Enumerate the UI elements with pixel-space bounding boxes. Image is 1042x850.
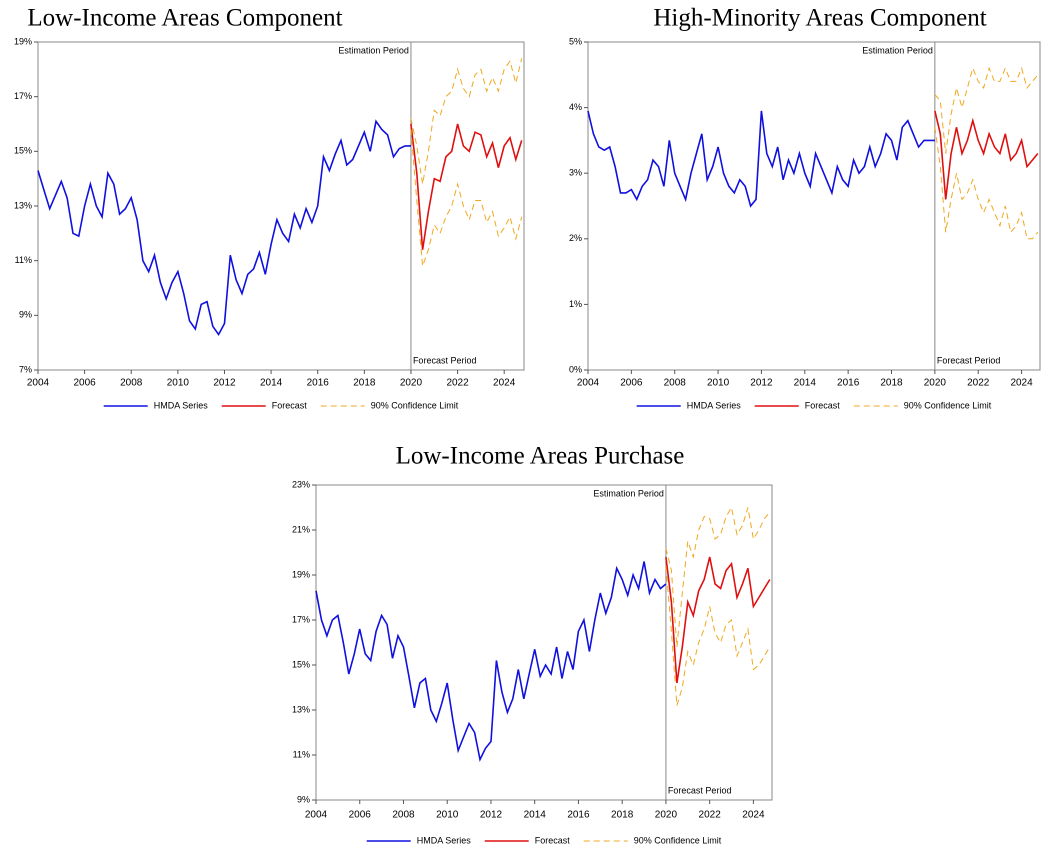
- y-tick-label: 2%: [569, 233, 582, 243]
- chart-title: High-Minority Areas Component: [653, 5, 986, 32]
- legend: HMDA Series Forecast 90% Confidence Limit: [636, 400, 992, 410]
- legend: HMDA Series Forecast 90% Confidence Limit: [366, 835, 722, 845]
- x-tick-label: 2024: [742, 810, 765, 821]
- legend-label: 90% Confidence Limit: [904, 400, 992, 410]
- x-tick-label: 2018: [611, 810, 634, 821]
- series-line: [587, 110, 935, 208]
- series-line: [934, 127, 1039, 240]
- x-tick-label: 2014: [794, 378, 817, 389]
- x-tick-label: 2012: [480, 810, 503, 821]
- annotation: Estimation Period: [862, 45, 933, 55]
- chart-title: Low-Income Areas Component: [27, 5, 342, 32]
- y-tick-label: 13%: [14, 200, 32, 210]
- chart-title: Low-Income Areas Purchase: [396, 443, 685, 470]
- x-tick-label: 2010: [707, 378, 730, 389]
- x-tick-label: 2004: [577, 378, 600, 389]
- y-tick-label: 23%: [292, 479, 310, 489]
- x-tick-label: 2014: [524, 810, 547, 821]
- series-line: [665, 556, 771, 684]
- x-tick-label: 2012: [213, 378, 236, 389]
- y-tick-label: 5%: [569, 36, 582, 46]
- x-tick-label: 2024: [1010, 378, 1033, 389]
- x-tick-label: 2018: [880, 378, 903, 389]
- x-tick-label: 2016: [567, 810, 590, 821]
- y-tick-label: 19%: [14, 36, 32, 46]
- x-tick-label: 2022: [699, 810, 722, 821]
- y-tick-label: 17%: [292, 614, 310, 624]
- x-tick-label: 2008: [120, 378, 143, 389]
- x-tick-label: 2014: [260, 378, 283, 389]
- y-tick-label: 11%: [293, 749, 310, 759]
- series-line: [410, 58, 523, 185]
- y-tick-label: 11%: [15, 255, 32, 265]
- annotation: Forecast Period: [668, 785, 732, 795]
- y-tick-label: 15%: [14, 146, 32, 156]
- x-tick-label: 2010: [167, 378, 190, 389]
- series-line: [665, 506, 771, 648]
- y-tick-label: 0%: [569, 364, 582, 374]
- y-tick-label: 9%: [297, 794, 310, 804]
- x-tick-label: 2006: [620, 378, 643, 389]
- x-tick-label: 2012: [750, 378, 773, 389]
- x-tick-label: 2010: [436, 810, 459, 821]
- series-line: [934, 66, 1039, 154]
- legend-label: Forecast: [535, 835, 571, 845]
- x-tick-label: 2004: [305, 810, 328, 821]
- series-line: [410, 129, 523, 267]
- series-line: [37, 119, 411, 337]
- plot-frame: [37, 41, 525, 371]
- series-line: [315, 561, 667, 762]
- annotation: Estimation Period: [593, 488, 664, 498]
- x-tick-label: 2018: [353, 378, 376, 389]
- legend-label: HMDA Series: [154, 400, 209, 410]
- x-tick-label: 2006: [73, 378, 96, 389]
- x-tick-label: 2004: [27, 378, 50, 389]
- x-tick-label: 2016: [307, 378, 330, 389]
- plot-frame: [587, 41, 1041, 371]
- legend-label: HMDA Series: [687, 400, 742, 410]
- y-tick-label: 9%: [19, 310, 32, 320]
- x-tick-label: 2020: [655, 810, 678, 821]
- x-tick-label: 2024: [493, 378, 516, 389]
- x-tick-label: 2020: [924, 378, 947, 389]
- y-tick-label: 19%: [292, 569, 310, 579]
- legend-label: HMDA Series: [417, 835, 472, 845]
- legend: HMDA Series Forecast 90% Confidence Limit: [103, 400, 459, 410]
- x-tick-label: 2008: [392, 810, 415, 821]
- legend-label: Forecast: [805, 400, 841, 410]
- x-tick-label: 2020: [400, 378, 423, 389]
- y-tick-label: 17%: [14, 91, 32, 101]
- series-line: [665, 565, 771, 706]
- legend-label: 90% Confidence Limit: [371, 400, 459, 410]
- plot-frame: [315, 484, 773, 801]
- x-tick-label: 2008: [664, 378, 687, 389]
- y-tick-label: 4%: [569, 102, 582, 112]
- y-tick-label: 15%: [292, 659, 310, 669]
- y-tick-label: 13%: [292, 704, 310, 714]
- y-tick-label: 7%: [19, 364, 32, 374]
- x-tick-label: 2016: [837, 378, 860, 389]
- x-tick-label: 2022: [967, 378, 990, 389]
- legend-label: 90% Confidence Limit: [634, 835, 722, 845]
- y-tick-label: 1%: [569, 299, 582, 309]
- series-line: [410, 123, 523, 250]
- y-tick-label: 3%: [569, 168, 582, 178]
- annotation: Estimation Period: [338, 45, 409, 55]
- x-tick-label: 2022: [446, 378, 469, 389]
- y-tick-label: 21%: [292, 524, 310, 534]
- annotation: Forecast Period: [413, 355, 477, 365]
- x-tick-label: 2006: [349, 810, 372, 821]
- legend-label: Forecast: [272, 400, 308, 410]
- annotation: Forecast Period: [937, 355, 1001, 365]
- series-line: [934, 110, 1039, 200]
